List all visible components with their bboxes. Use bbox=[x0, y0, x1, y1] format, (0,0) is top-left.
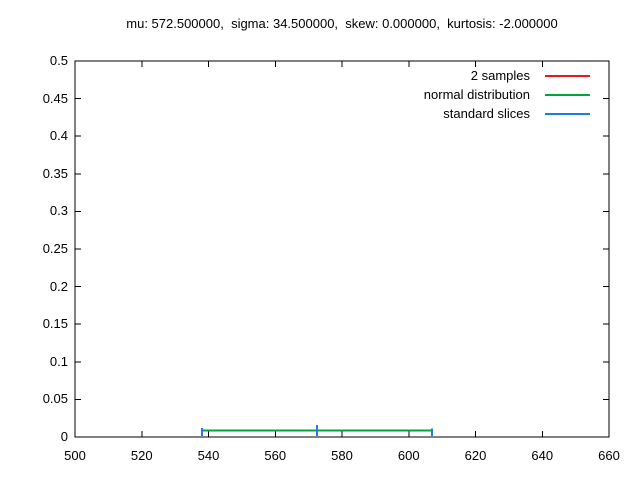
y-tick-label: 0.3 bbox=[49, 203, 68, 219]
legend-label: standard slices bbox=[443, 106, 530, 121]
y-tick-label: 0.5 bbox=[49, 53, 68, 68]
x-tick-label: 500 bbox=[64, 448, 86, 463]
y-tick-label: 0.05 bbox=[42, 391, 68, 407]
legend-label: 2 samples bbox=[470, 68, 530, 83]
y-tick-label: 0.25 bbox=[42, 241, 68, 256]
y-tick-label: 0 bbox=[60, 429, 68, 444]
legend-row: normal distribution bbox=[424, 85, 590, 104]
legend-row: standard slices bbox=[424, 104, 590, 123]
legend-line-sample bbox=[545, 74, 590, 77]
y-tick-label: 0.15 bbox=[42, 316, 68, 332]
x-tick-label: 620 bbox=[464, 448, 487, 463]
x-tick-label: 540 bbox=[197, 448, 220, 463]
x-tick-label: 660 bbox=[598, 448, 620, 463]
legend-row: 2 samples bbox=[424, 66, 590, 85]
y-tick-label: 0.1 bbox=[49, 353, 68, 369]
x-tick-label: 600 bbox=[397, 448, 420, 463]
legend-line-sample bbox=[545, 93, 590, 96]
x-tick-label: 640 bbox=[531, 448, 554, 463]
y-tick-label: 0.35 bbox=[42, 165, 68, 181]
legend: 2 samples normal distribution standard sli… bbox=[424, 66, 590, 123]
y-tick-label: 0.4 bbox=[49, 128, 68, 144]
x-tick-label: 560 bbox=[264, 448, 287, 463]
y-tick-label: 0.2 bbox=[49, 278, 68, 294]
x-tick-label: 520 bbox=[130, 448, 153, 463]
chart-title: mu: 572.500000, sigma: 34.500000, skew: … bbox=[126, 16, 558, 31]
legend-label: normal distribution bbox=[423, 87, 530, 102]
x-tick-label: 580 bbox=[331, 448, 353, 463]
y-tick-label: 0.45 bbox=[42, 90, 68, 106]
legend-line-sample bbox=[545, 112, 590, 115]
